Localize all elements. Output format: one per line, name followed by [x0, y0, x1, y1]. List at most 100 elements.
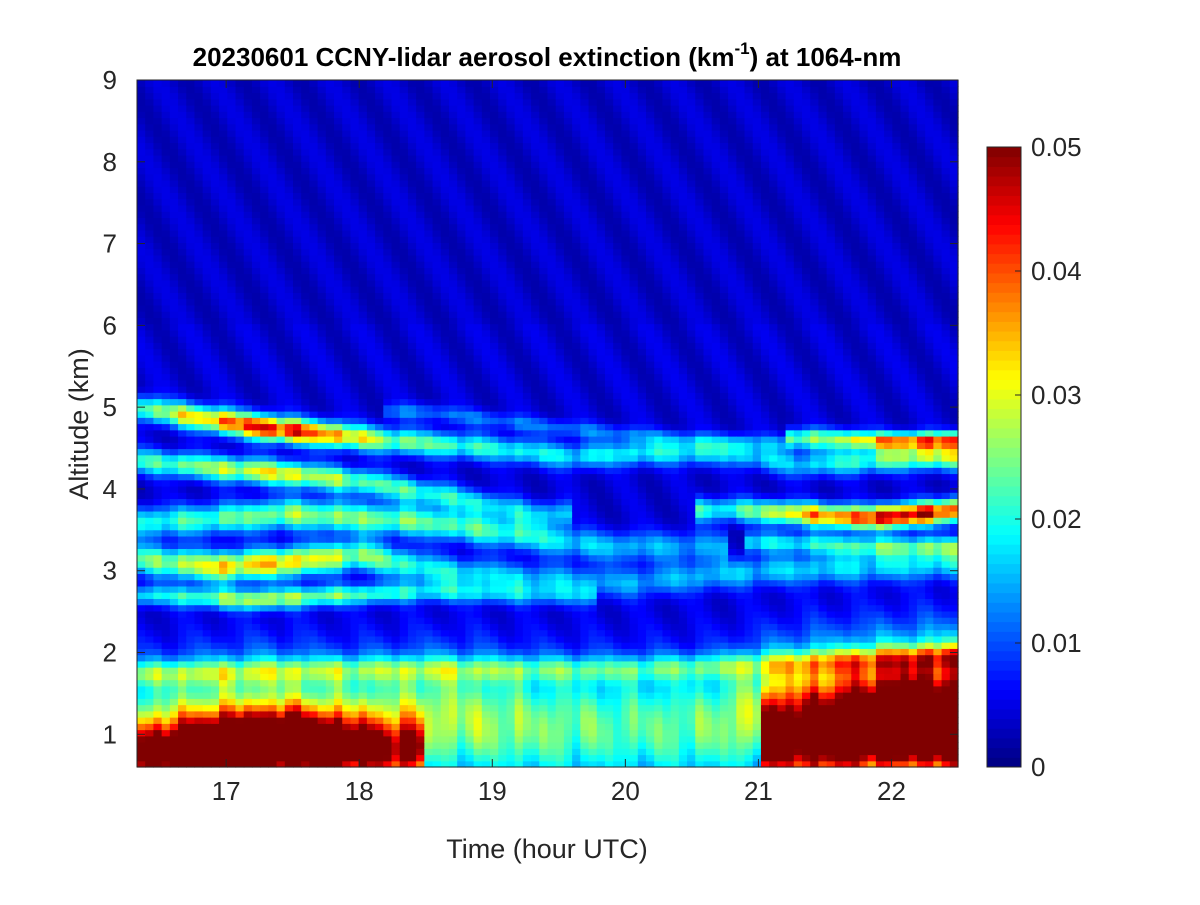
heatmap-cell [169, 760, 179, 768]
heatmap-cell [350, 361, 360, 368]
heatmap-cell [490, 92, 499, 100]
heatmap-cell [424, 98, 434, 106]
heatmap-cell [153, 567, 163, 574]
heatmap-cell [432, 154, 442, 162]
heatmap-cell [161, 379, 171, 387]
heatmap-cell [416, 254, 425, 262]
heatmap-cell [194, 367, 204, 375]
heatmap-cell [375, 760, 384, 768]
heatmap-cell [202, 286, 212, 293]
heatmap-cell [284, 679, 294, 687]
heatmap-cell [292, 204, 302, 212]
heatmap-cell [251, 429, 261, 437]
heatmap-cell [473, 704, 483, 712]
heatmap-cell [227, 585, 237, 593]
heatmap-cell [334, 248, 343, 256]
heatmap-cell [383, 292, 393, 300]
heatmap-cell [235, 698, 245, 706]
heatmap-cell [227, 161, 237, 169]
heatmap-cell [153, 604, 163, 612]
heatmap-cell [186, 423, 196, 431]
heatmap-cell [498, 242, 508, 250]
heatmap-cell [399, 223, 409, 231]
heatmap-cell [399, 154, 409, 162]
heatmap-cell [350, 535, 360, 543]
heatmap-cell [178, 192, 187, 200]
heatmap-cell [457, 379, 466, 387]
heatmap-cell [383, 186, 393, 194]
heatmap-cell [186, 679, 196, 687]
heatmap-cell [481, 667, 491, 674]
heatmap-cell [366, 142, 376, 150]
heatmap-cell [366, 685, 376, 693]
heatmap-cell [325, 573, 335, 581]
heatmap-cell [251, 454, 261, 462]
heatmap-cell [260, 585, 269, 593]
heatmap-cell [153, 304, 163, 312]
heatmap-cell [268, 286, 278, 293]
heatmap-cell [219, 417, 228, 425]
heatmap-cell [251, 448, 261, 456]
heatmap-cell [416, 529, 425, 537]
heatmap-cell [169, 304, 179, 312]
heatmap-cell [137, 423, 146, 431]
heatmap-cell [432, 479, 442, 487]
heatmap-cell [432, 742, 442, 749]
heatmap-cell [325, 442, 335, 450]
heatmap-cell [169, 729, 179, 737]
heatmap-cell [490, 292, 499, 300]
heatmap-cell [407, 435, 417, 443]
heatmap-cell [481, 117, 491, 125]
heatmap-cell [153, 98, 163, 106]
heatmap-cell [375, 448, 384, 456]
heatmap-cell [169, 186, 179, 194]
heatmap-cell [366, 242, 376, 250]
heatmap-cell [448, 229, 458, 237]
heatmap-cell [448, 311, 458, 318]
heatmap-cell [317, 604, 327, 612]
heatmap-cell [416, 429, 425, 437]
heatmap-cell [407, 304, 417, 312]
heatmap-cell [235, 535, 245, 543]
heatmap-cell [227, 510, 237, 518]
heatmap-cell [358, 560, 368, 568]
heatmap-cell [153, 286, 163, 293]
heatmap-cell [432, 723, 442, 731]
heatmap-cell [309, 323, 319, 331]
heatmap-cell [284, 429, 294, 437]
heatmap-cell [153, 429, 163, 437]
heatmap-cell [334, 573, 343, 581]
heatmap-cell [210, 454, 220, 462]
heatmap-cell [334, 92, 343, 100]
heatmap-cell [251, 504, 261, 512]
heatmap-cell [325, 723, 335, 731]
heatmap-cell [457, 136, 466, 144]
heatmap-cell [202, 585, 212, 593]
heatmap-cell [473, 442, 483, 450]
heatmap-cell [186, 654, 196, 662]
heatmap-cell [334, 286, 343, 293]
heatmap-cell [301, 192, 311, 200]
heatmap-cell [145, 348, 155, 356]
heatmap-cell [481, 123, 491, 131]
heatmap-cell [145, 629, 155, 637]
heatmap-cell [169, 111, 179, 119]
heatmap-cell [490, 648, 499, 656]
heatmap-cell [251, 485, 261, 493]
heatmap-cell [145, 542, 155, 550]
heatmap-cell [292, 104, 302, 112]
heatmap-cell [498, 654, 508, 662]
heatmap-cell [169, 504, 179, 512]
heatmap-cell [465, 161, 475, 169]
heatmap-cell [284, 529, 294, 537]
heatmap-cell [292, 492, 302, 500]
heatmap-cell [260, 442, 269, 450]
heatmap-cell [137, 198, 146, 206]
heatmap-cell [416, 617, 425, 624]
heatmap-cell [490, 86, 499, 94]
heatmap-cell [268, 311, 278, 318]
heatmap-cell [194, 679, 204, 687]
heatmap-cell [498, 411, 508, 418]
heatmap-cell [251, 710, 261, 718]
heatmap-cell [169, 86, 179, 94]
